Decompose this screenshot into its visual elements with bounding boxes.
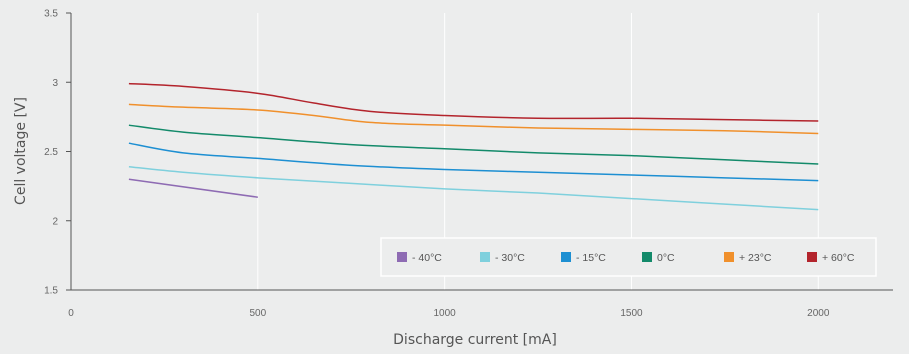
series-line [128, 103, 819, 135]
legend-label: + 60°C [822, 252, 855, 264]
x-axis-title: Discharge current [mA] [393, 332, 557, 348]
x-tick-label: 0 [68, 308, 74, 319]
legend-swatch [480, 252, 490, 262]
legend-swatch [397, 252, 407, 262]
x-tick-label: 1500 [620, 308, 643, 319]
series-lines [128, 82, 819, 211]
series-line [128, 82, 819, 122]
legend-swatch [561, 252, 571, 262]
legend-label: + 23°C [739, 252, 772, 264]
x-tick-labels: 0 500 1000 1500 2000 [68, 308, 830, 319]
legend-swatch [807, 252, 817, 262]
x-tick-label: 2000 [807, 308, 830, 319]
legend-label: - 40°C [412, 252, 442, 264]
y-tick-label: 3.5 [44, 9, 58, 20]
x-tick-label: 1000 [434, 308, 457, 319]
legend-box [380, 237, 877, 277]
y-tick-labels: 1.5 2 2.5 3 3.5 [44, 9, 71, 297]
y-axis-title: Cell voltage [V] [13, 97, 29, 205]
y-tick-label: 2.5 [44, 147, 58, 158]
series-line [128, 142, 819, 182]
series-line [128, 178, 258, 198]
series-line [128, 165, 819, 211]
legend-label: 0°C [657, 252, 675, 264]
legend-items: - 40°C - 30°C - 15°C 0°C + 23°C + 60°C [397, 252, 855, 264]
legend-swatch [724, 252, 734, 262]
legend-swatch [642, 252, 652, 262]
y-tick-label: 2 [52, 216, 58, 227]
y-tick-label: 3 [52, 78, 58, 89]
legend-label: - 15°C [576, 252, 606, 264]
x-tick-label: 500 [249, 308, 266, 319]
y-tick-label: 1.5 [44, 286, 58, 297]
legend-label: - 30°C [495, 252, 525, 264]
series-line [128, 124, 819, 165]
legend: - 40°C - 30°C - 15°C 0°C + 23°C + 60°C [380, 237, 877, 277]
